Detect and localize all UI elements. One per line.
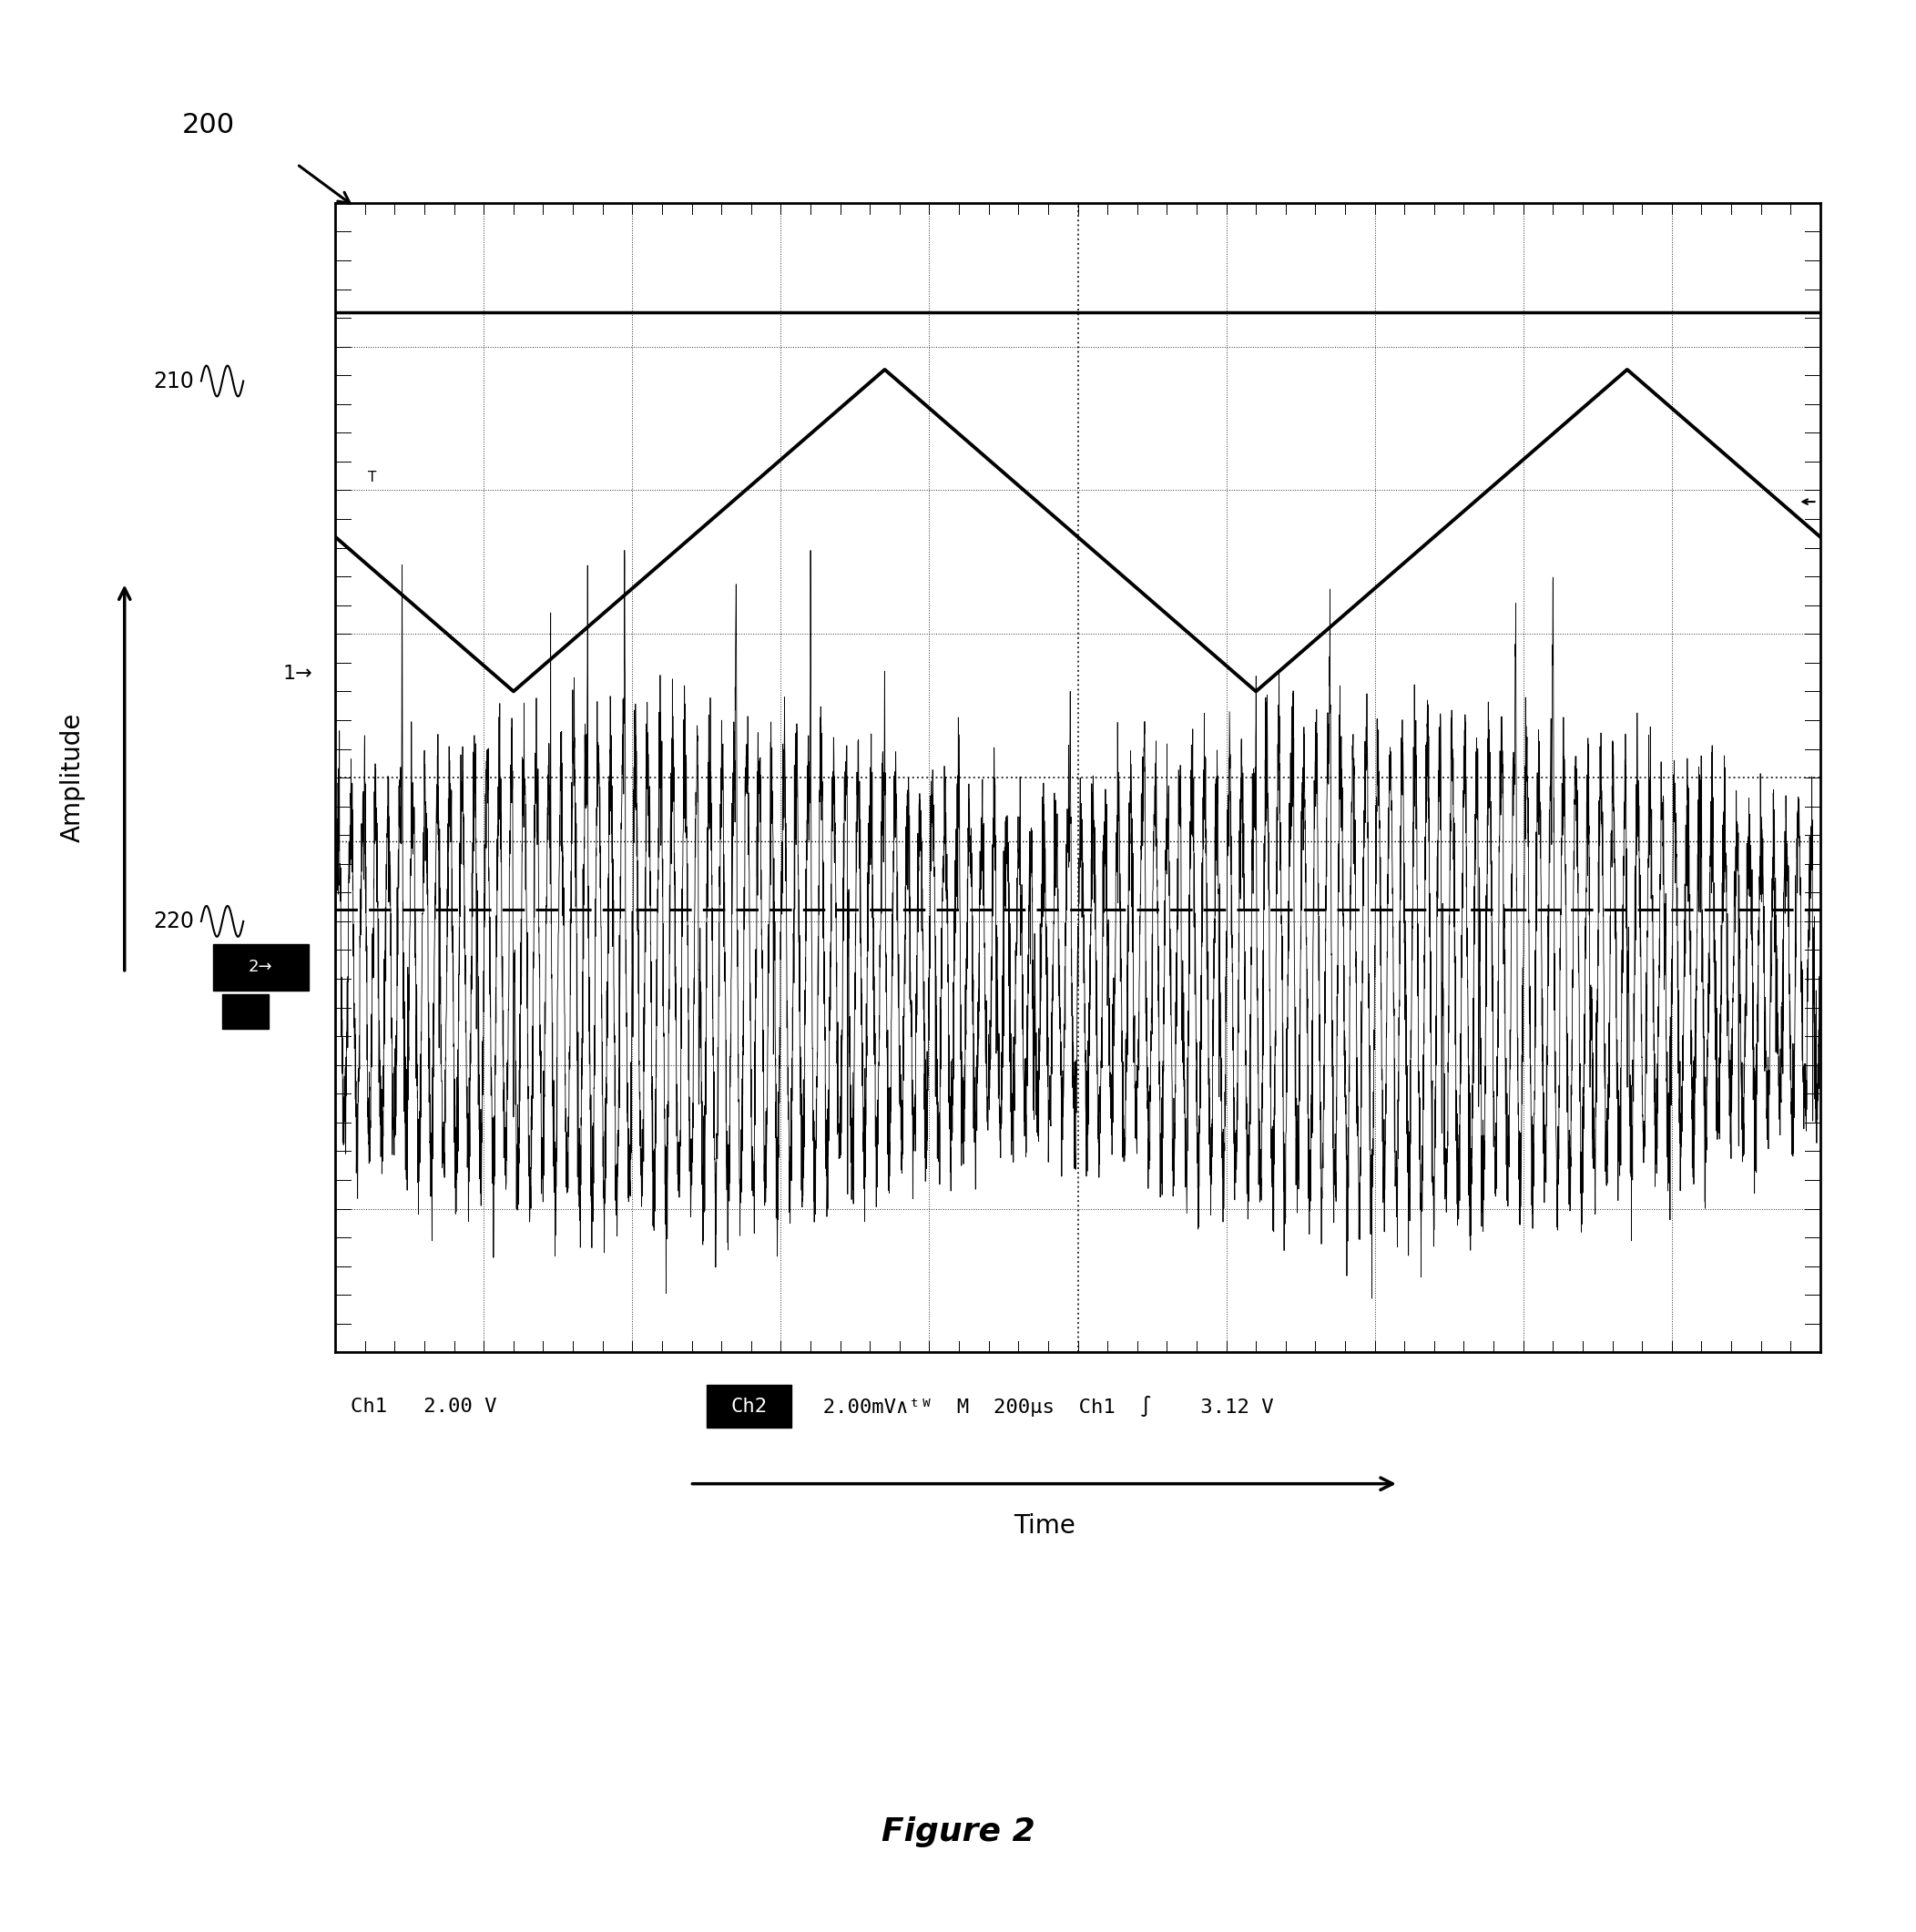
- Text: 2.00mV∧ᵗᵂ  M  200μs  Ch1  ∫    3.12 V: 2.00mV∧ᵗᵂ M 200μs Ch1 ∫ 3.12 V: [799, 1397, 1274, 1416]
- Text: Ch1   2.00 V: Ch1 2.00 V: [351, 1397, 496, 1416]
- Text: 220: 220: [153, 910, 194, 933]
- Text: 1→: 1→: [282, 665, 312, 684]
- Text: T: T: [368, 471, 377, 485]
- Text: 2→: 2→: [249, 958, 272, 976]
- Text: Amplitude: Amplitude: [59, 713, 86, 842]
- Text: 210: 210: [153, 371, 194, 392]
- Text: Time: Time: [1014, 1513, 1075, 1540]
- Text: Figure 2: Figure 2: [881, 1816, 1035, 1847]
- Text: Ch2: Ch2: [730, 1397, 768, 1416]
- Text: 200: 200: [182, 112, 236, 139]
